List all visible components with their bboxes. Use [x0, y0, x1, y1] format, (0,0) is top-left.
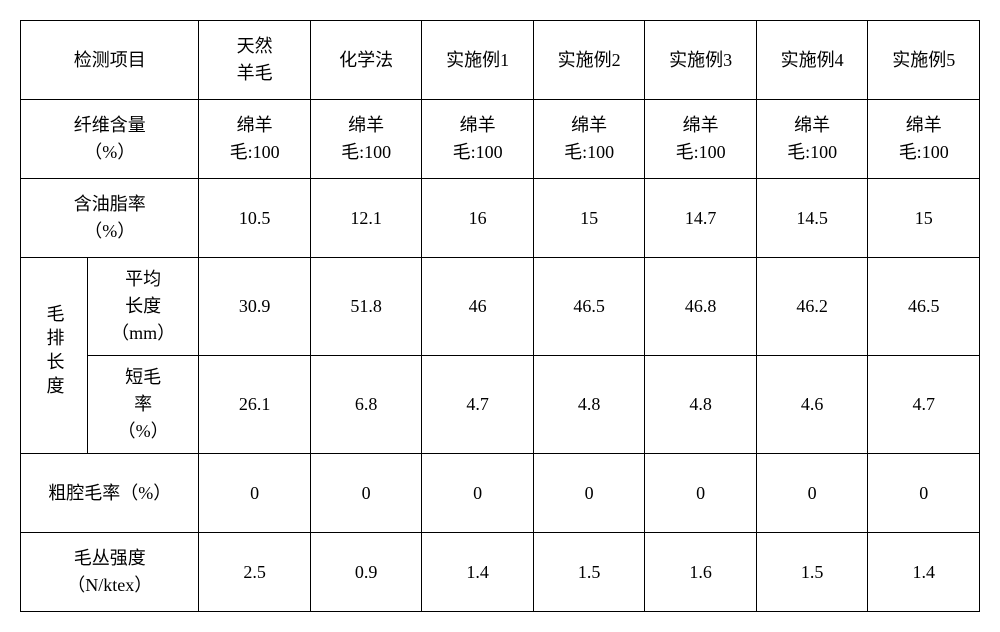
cell: 绵羊毛:100	[422, 100, 534, 179]
cell: 46.5	[868, 258, 980, 356]
row-oil-rate: 含油脂率（%） 10.5 12.1 16 15 14.7 14.5 15	[21, 179, 980, 258]
label-length-group-text: 毛排长度	[40, 304, 67, 400]
cell: 绵羊毛:100	[199, 100, 311, 179]
header-natural-wool: 天然羊毛	[199, 21, 311, 100]
cell: 14.7	[645, 179, 757, 258]
cell: 4.7	[422, 356, 534, 454]
wool-data-table: 检测项目 天然羊毛 化学法 实施例1 实施例2 实施例3 实施例4 实施例5 纤…	[20, 20, 980, 612]
cell: 14.5	[756, 179, 868, 258]
cell: 4.7	[868, 356, 980, 454]
label-fiber: 纤维含量（%）	[21, 100, 199, 179]
label-strength: 毛丛强度（N/ktex）	[21, 533, 199, 612]
label-short-rate: 短毛率（%）	[87, 356, 199, 454]
cell: 0	[533, 454, 645, 533]
cell: 1.5	[756, 533, 868, 612]
header-ex4: 实施例4	[756, 21, 868, 100]
cell: 0	[756, 454, 868, 533]
cell: 51.8	[310, 258, 422, 356]
cell: 1.4	[868, 533, 980, 612]
cell: 0	[199, 454, 311, 533]
cell: 1.5	[533, 533, 645, 612]
cell: 46.5	[533, 258, 645, 356]
cell: 4.6	[756, 356, 868, 454]
cell: 0	[422, 454, 534, 533]
cell: 2.5	[199, 533, 311, 612]
cell: 10.5	[199, 179, 311, 258]
cell: 0	[645, 454, 757, 533]
row-strength: 毛丛强度（N/ktex） 2.5 0.9 1.4 1.5 1.6 1.5 1.4	[21, 533, 980, 612]
cell: 绵羊毛:100	[645, 100, 757, 179]
row-fiber-content: 纤维含量（%） 绵羊毛:100 绵羊毛:100 绵羊毛:100 绵羊毛:100 …	[21, 100, 980, 179]
cell: 4.8	[533, 356, 645, 454]
label-length-group: 毛排长度	[21, 258, 88, 454]
header-ex5: 实施例5	[868, 21, 980, 100]
row-short-rate: 短毛率（%） 26.1 6.8 4.7 4.8 4.8 4.6 4.7	[21, 356, 980, 454]
cell: 30.9	[199, 258, 311, 356]
cell: 0	[310, 454, 422, 533]
header-test-item: 检测项目	[21, 21, 199, 100]
cell: 1.6	[645, 533, 757, 612]
header-ex3: 实施例3	[645, 21, 757, 100]
label-oil: 含油脂率（%）	[21, 179, 199, 258]
cell: 绵羊毛:100	[310, 100, 422, 179]
label-coarse: 粗腔毛率（%）	[21, 454, 199, 533]
cell: 绵羊毛:100	[756, 100, 868, 179]
cell: 4.8	[645, 356, 757, 454]
header-ex2: 实施例2	[533, 21, 645, 100]
header-ex1: 实施例1	[422, 21, 534, 100]
cell: 1.4	[422, 533, 534, 612]
cell: 0.9	[310, 533, 422, 612]
cell: 15	[868, 179, 980, 258]
cell: 16	[422, 179, 534, 258]
cell: 46	[422, 258, 534, 356]
row-coarse-rate: 粗腔毛率（%） 0 0 0 0 0 0 0	[21, 454, 980, 533]
cell: 6.8	[310, 356, 422, 454]
cell: 0	[868, 454, 980, 533]
cell: 绵羊毛:100	[868, 100, 980, 179]
row-avg-length: 毛排长度 平均长度（mm） 30.9 51.8 46 46.5 46.8 46.…	[21, 258, 980, 356]
cell: 15	[533, 179, 645, 258]
cell: 12.1	[310, 179, 422, 258]
cell: 26.1	[199, 356, 311, 454]
cell: 46.2	[756, 258, 868, 356]
cell: 46.8	[645, 258, 757, 356]
label-avg-length: 平均长度（mm）	[87, 258, 199, 356]
table-header-row: 检测项目 天然羊毛 化学法 实施例1 实施例2 实施例3 实施例4 实施例5	[21, 21, 980, 100]
header-chemical: 化学法	[310, 21, 422, 100]
cell: 绵羊毛:100	[533, 100, 645, 179]
